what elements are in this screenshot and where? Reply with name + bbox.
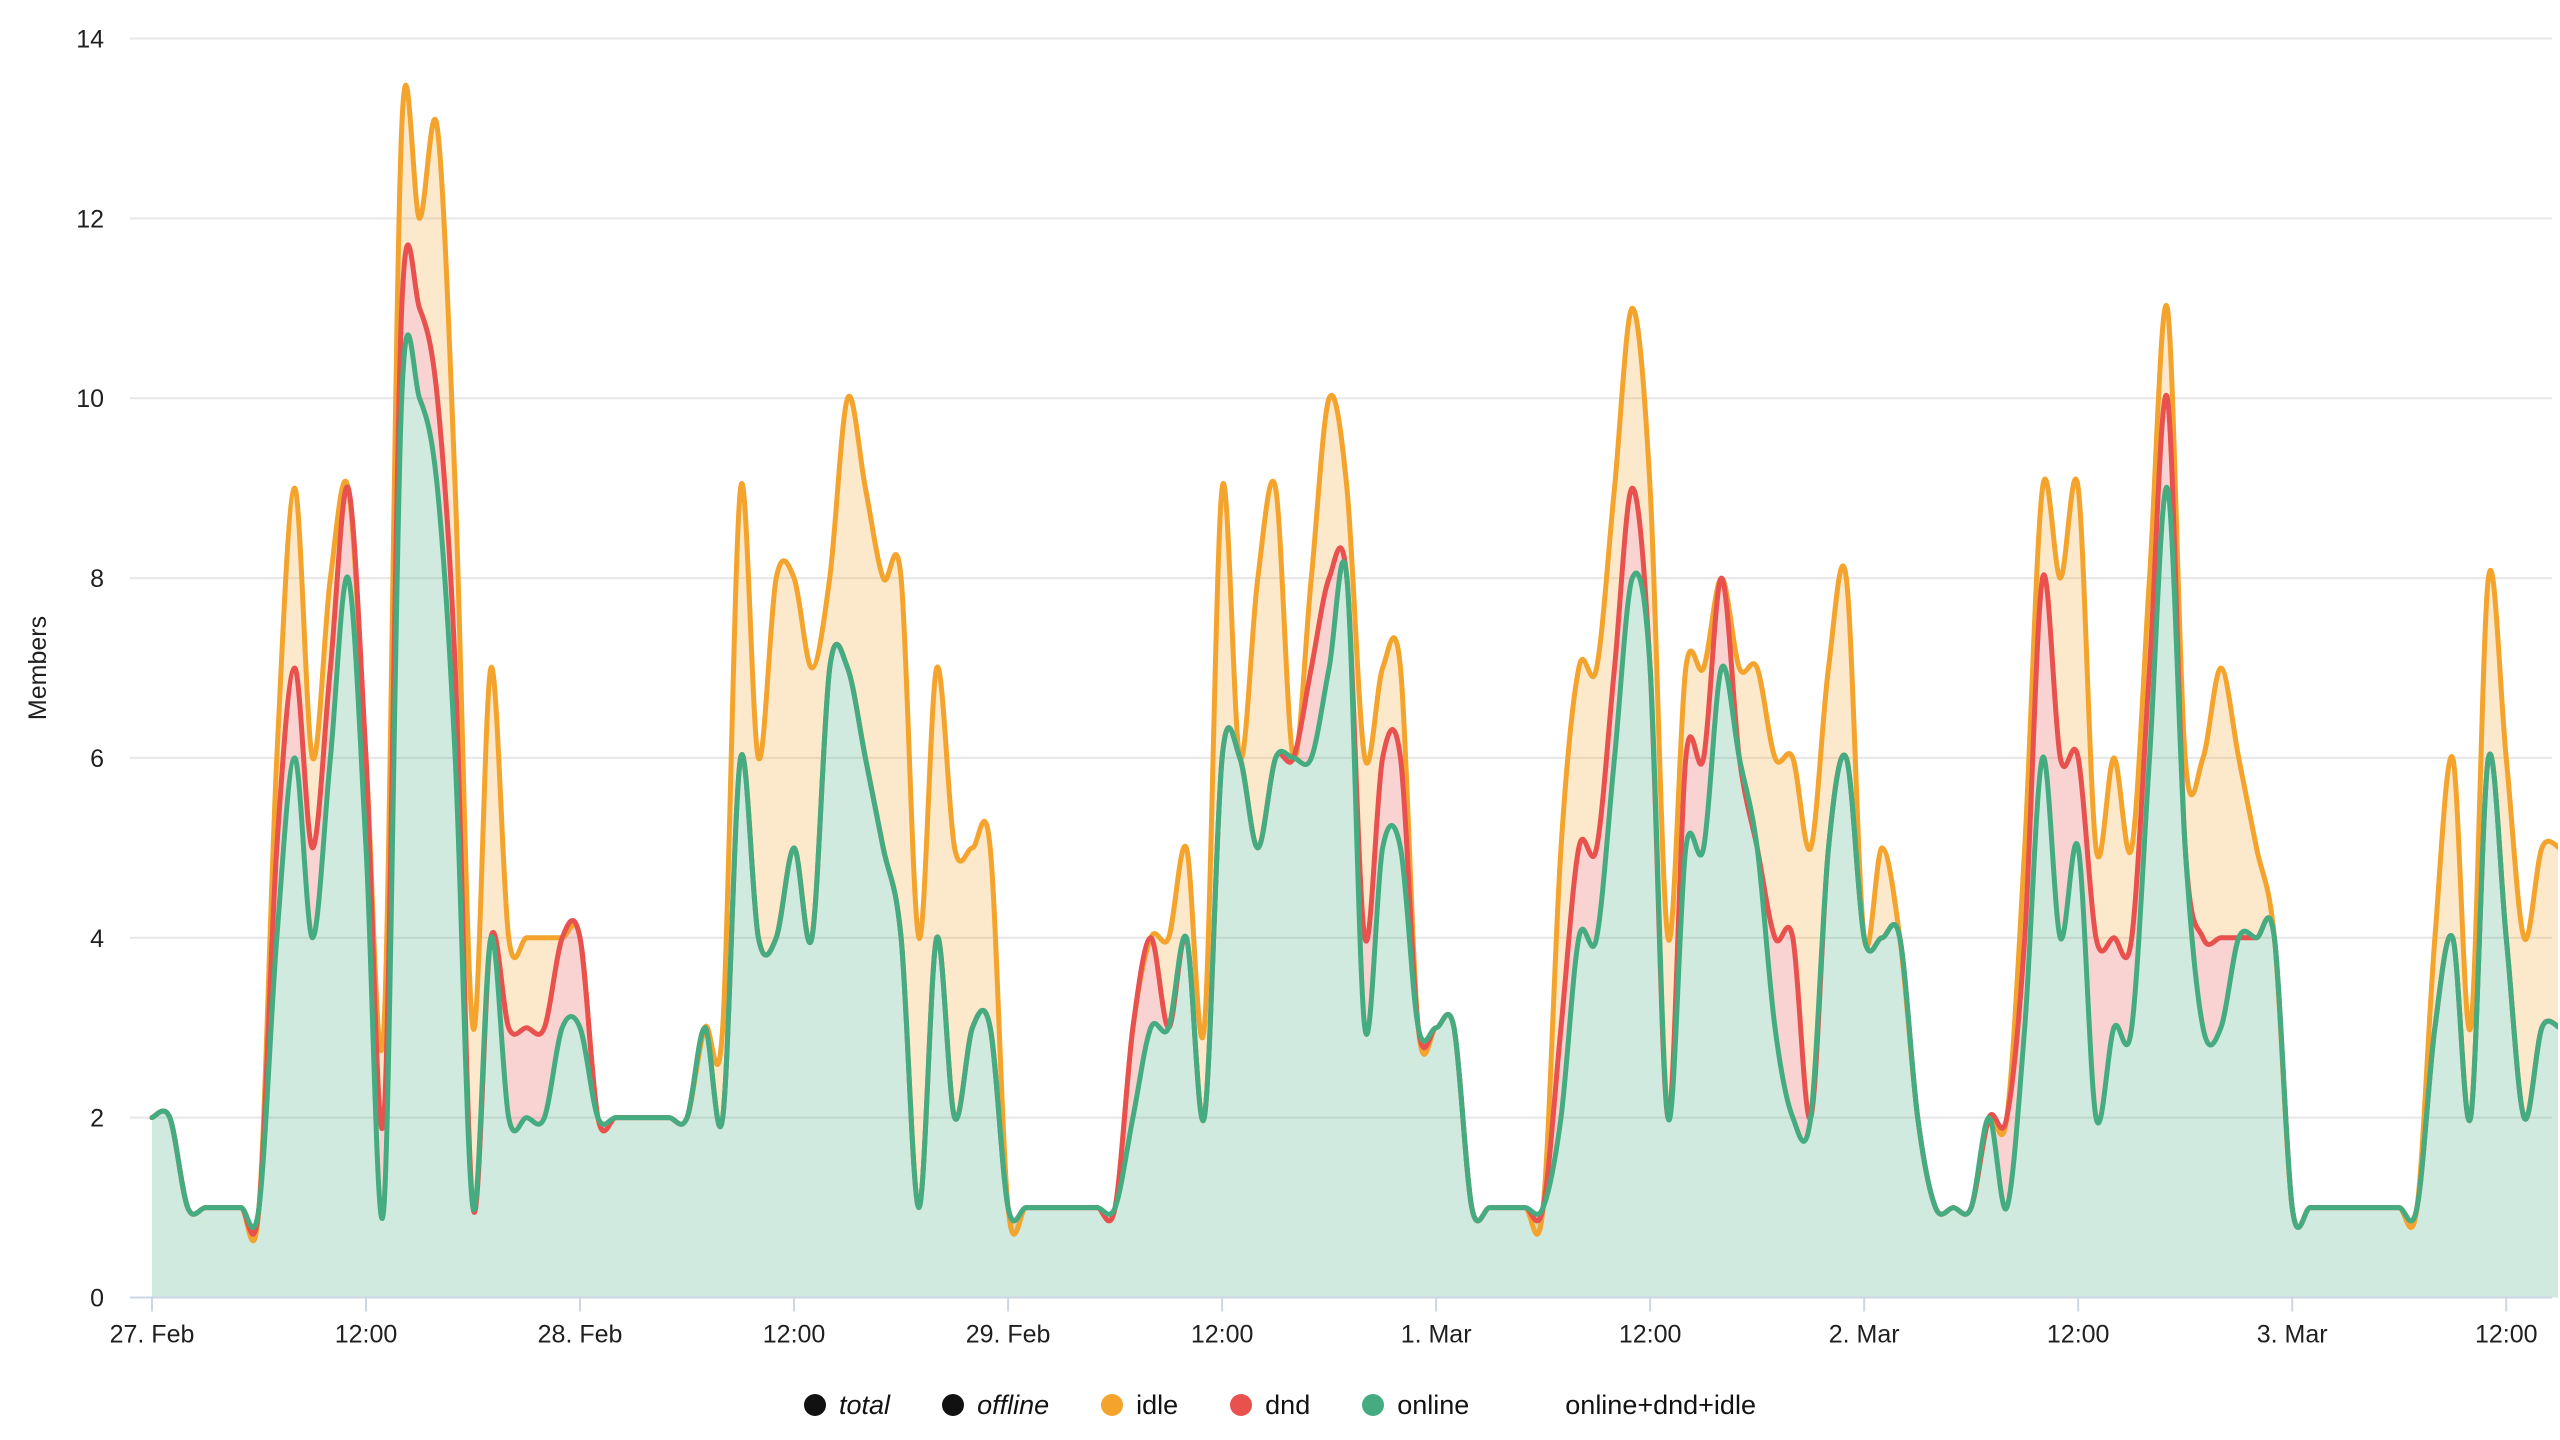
y-axis-label: 6 <box>90 745 104 773</box>
x-axis-label: 1. Mar <box>1401 1321 1472 1349</box>
y-axis-label: 8 <box>90 565 104 593</box>
x-axis-label: 12:00 <box>2047 1321 2110 1349</box>
offline-legend-marker-icon <box>942 1394 965 1416</box>
x-axis-label: 27. Feb <box>110 1321 195 1349</box>
y-axis-label: 4 <box>90 925 104 953</box>
x-axis-label: 29. Feb <box>966 1321 1051 1349</box>
y-axis-label: 10 <box>76 385 104 413</box>
x-axis-label: 12:00 <box>763 1321 826 1349</box>
total-legend-marker-icon <box>804 1394 827 1416</box>
x-axis-label: 28. Feb <box>538 1321 623 1349</box>
y-axis-label: 14 <box>76 26 104 54</box>
legend-label: offline <box>977 1389 1050 1420</box>
legend: total offline idle dnd online online+dnd+idle <box>0 1383 2560 1427</box>
legend-label: online+dnd+idle <box>1565 1389 1756 1420</box>
legend-item-online[interactable]: online <box>1362 1390 1469 1421</box>
y-axis-label: 12 <box>76 205 104 233</box>
legend-label: total <box>839 1389 891 1420</box>
online-line <box>149 332 2558 1230</box>
legend-label: dnd <box>1265 1389 1311 1420</box>
online-legend-marker-icon <box>1362 1394 1385 1416</box>
idle-line <box>149 83 2558 1244</box>
x-axis-label: 12:00 <box>1191 1321 1254 1349</box>
legend-item-idle[interactable]: idle <box>1101 1390 1178 1421</box>
y-axis-title: Members <box>24 616 52 720</box>
x-axis-label: 12:00 <box>335 1321 398 1349</box>
legend-item-offline[interactable]: offline <box>942 1390 1049 1421</box>
idle-legend-marker-icon <box>1101 1394 1124 1416</box>
y-axis-label: 0 <box>90 1285 104 1313</box>
legend-label: online <box>1397 1389 1470 1420</box>
x-axis-label: 2. Mar <box>1829 1321 1900 1349</box>
x-axis-label: 12:00 <box>1619 1321 1682 1349</box>
dnd-legend-marker-icon <box>1230 1394 1253 1416</box>
y-axis-label: 2 <box>90 1105 104 1133</box>
legend-label: idle <box>1136 1389 1179 1420</box>
x-axis-label: 3. Mar <box>2257 1321 2328 1349</box>
legend-item-online-dnd-idle: online+dnd+idle <box>1565 1390 1756 1421</box>
x-axis-label: 12:00 <box>2475 1321 2538 1349</box>
legend-item-dnd[interactable]: dnd <box>1230 1390 1310 1421</box>
legend-item-total[interactable]: total <box>804 1390 890 1421</box>
